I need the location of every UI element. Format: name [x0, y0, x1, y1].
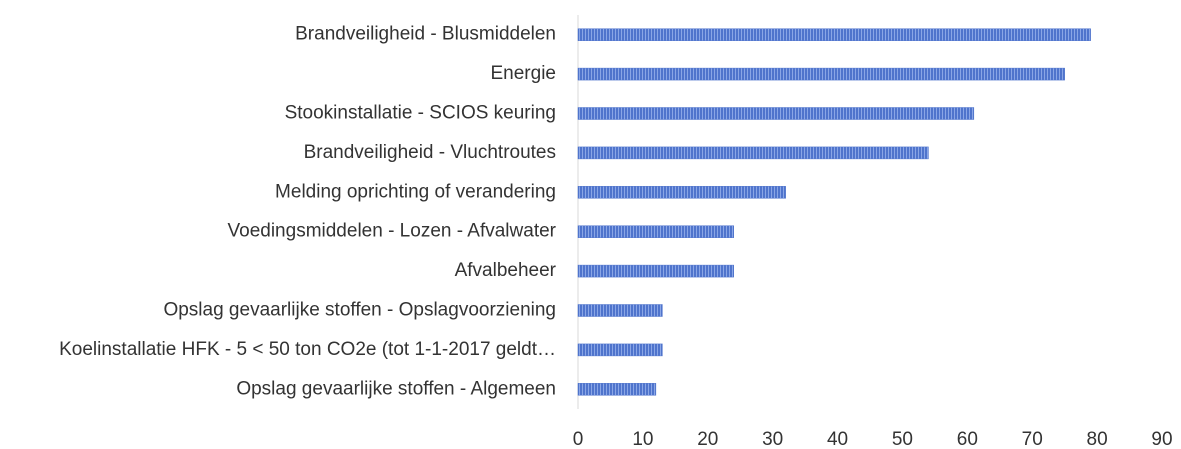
y-tick-label: Afvalbeheer: [455, 260, 557, 281]
x-tick-label: 60: [957, 429, 978, 449]
y-tick-label: Brandveiligheid - Blusmiddelen: [295, 24, 556, 45]
y-tick-label: Voedingsmiddelen - Lozen - Afvalwater: [228, 221, 557, 242]
bar: [577, 343, 663, 357]
x-tick-label: 10: [632, 429, 653, 449]
y-tick-label: Energie: [491, 63, 557, 84]
y-tick-label: Opslag gevaarlijke stoffen - Algemeen: [236, 378, 556, 399]
bar: [577, 28, 1091, 41]
bar: [577, 383, 657, 396]
bar: [577, 67, 1065, 81]
y-tick-label: Melding oprichting of verandering: [275, 181, 556, 202]
bar: [577, 225, 734, 238]
y-tick-label: Brandveiligheid - Vluchtroutes: [304, 142, 556, 163]
y-tick-label: Opslag gevaarlijke stoffen - Opslagvoorz…: [163, 300, 556, 321]
x-tick-label: 80: [1087, 429, 1108, 449]
bar: [577, 304, 663, 317]
bar: [577, 264, 734, 278]
x-tick-label: 40: [827, 429, 848, 449]
x-tick-label: 20: [697, 429, 718, 449]
bar: [577, 107, 975, 120]
x-tick-label: 70: [1022, 429, 1043, 449]
bar: [577, 146, 929, 160]
x-tick-label: 50: [892, 429, 913, 449]
bar: [577, 186, 786, 199]
x-tick-label: 0: [573, 429, 584, 449]
y-tick-label: Stookinstallatie - SCIOS keuring: [285, 103, 556, 124]
x-tick-label: 30: [762, 429, 783, 449]
x-tick-label: 90: [1151, 429, 1172, 449]
y-tick-label: Koelinstallatie HFK - 5 < 50 ton CO2e (t…: [59, 339, 556, 360]
